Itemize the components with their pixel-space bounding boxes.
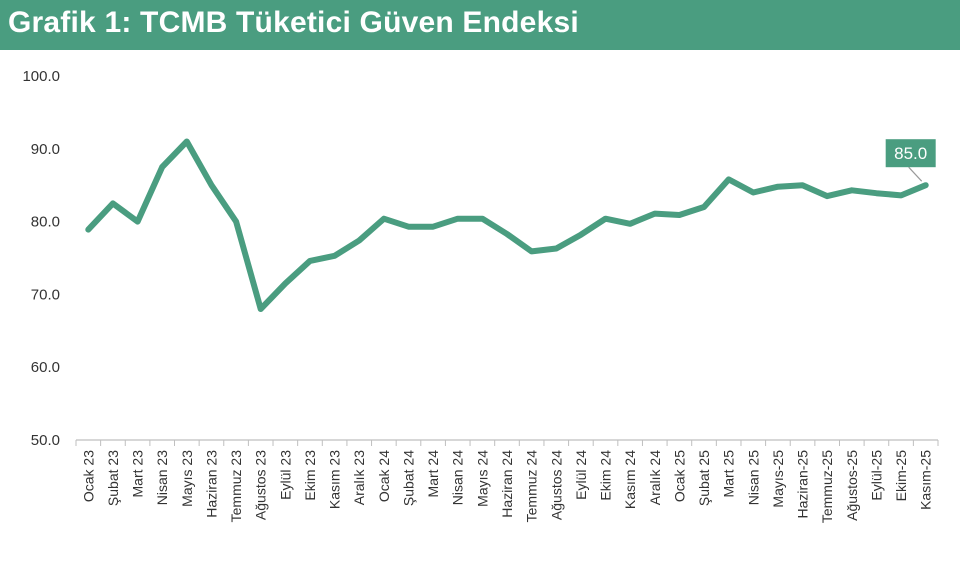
data-point <box>184 139 190 145</box>
data-point <box>775 184 781 190</box>
x-tick-label: Mayıs 24 <box>474 450 490 507</box>
data-point <box>676 212 682 218</box>
data-point <box>701 204 707 210</box>
y-tick-label: 80.0 <box>31 214 60 231</box>
x-tick-label: Ekim-25 <box>893 450 909 502</box>
x-tick-label: Haziran 24 <box>499 450 515 518</box>
data-point <box>627 221 633 227</box>
x-tick-label: Aralık 23 <box>351 450 367 505</box>
data-point <box>578 232 584 238</box>
x-tick-label: Ekim 23 <box>302 450 318 501</box>
x-tick-label: Aralık 24 <box>647 450 663 505</box>
data-point <box>504 231 510 237</box>
data-point <box>479 216 485 222</box>
y-tick-label: 100.0 <box>22 68 60 85</box>
data-point <box>307 258 313 264</box>
x-tick-label: Temmuz-25 <box>819 450 835 523</box>
data-point <box>135 219 141 225</box>
x-tick-label: Ağustos 23 <box>253 450 269 520</box>
data-point <box>381 216 387 222</box>
x-axis-ticks: Ocak 23 Şubat 23 Mart 23 Nisan 23 Mayıs 23 Ha… <box>80 450 933 523</box>
data-point <box>652 211 658 217</box>
x-tick-label: Eylül 24 <box>573 450 589 500</box>
x-tick-label: Mart 24 <box>425 450 441 498</box>
data-point <box>455 216 461 222</box>
series-line <box>85 138 929 312</box>
y-tick-label: 50.0 <box>31 432 60 449</box>
data-point <box>405 224 411 230</box>
data-point <box>553 246 559 252</box>
x-tick-label: Temmuz 24 <box>524 450 540 523</box>
x-tick-label: Kasım 24 <box>622 450 638 509</box>
data-point <box>923 182 929 188</box>
x-tick-label: Ağustos-25 <box>844 450 860 521</box>
x-tick-label: Eylül-25 <box>868 450 884 501</box>
x-tick-label: Eylül 23 <box>277 450 293 500</box>
x-tick-label: Ocak 24 <box>376 450 392 502</box>
title-bar: Grafik 1: TCMB Tüketici Güven Endeksi <box>0 0 960 50</box>
data-point <box>233 219 239 225</box>
x-tick-label: Ocak 25 <box>671 450 687 502</box>
data-point <box>800 182 806 188</box>
y-tick-label: 60.0 <box>31 359 60 376</box>
x-axis <box>75 439 939 446</box>
x-tick-label: Nisan 23 <box>154 450 170 505</box>
data-point <box>824 193 830 199</box>
x-tick-label: Mayıs-25 <box>770 450 786 508</box>
annotation-leader <box>908 166 923 182</box>
data-point <box>332 253 338 259</box>
data-point <box>898 192 904 198</box>
series-group <box>85 138 929 312</box>
data-point <box>258 306 264 312</box>
data-point <box>603 216 609 222</box>
y-tick-label: 70.0 <box>31 286 60 303</box>
y-axis-ticks: 100.0 90.0 80.0 70.0 60.0 50.0 <box>22 68 60 449</box>
data-point <box>282 280 288 286</box>
data-point <box>85 227 91 233</box>
data-point <box>356 238 362 244</box>
y-tick-label: 90.0 <box>31 141 60 158</box>
x-tick-label: Mart 23 <box>130 450 146 498</box>
data-point <box>159 164 165 170</box>
data-point <box>529 248 535 254</box>
x-tick-label: Kasım 23 <box>327 450 343 509</box>
x-tick-label: Ocak 23 <box>80 450 96 502</box>
x-tick-label: Temmuz 23 <box>228 450 244 523</box>
x-tick-label: Şubat 23 <box>105 450 121 506</box>
x-tick-label: Kasım-25 <box>918 450 934 510</box>
x-tick-label: Ağustos 24 <box>548 450 564 520</box>
x-tick-label: Mayıs 23 <box>179 450 195 507</box>
data-point <box>750 189 756 195</box>
x-tick-label: Nisan 25 <box>745 450 761 505</box>
x-tick-label: Şubat 24 <box>400 450 416 506</box>
data-point <box>849 187 855 193</box>
x-tick-label: Haziran-25 <box>795 450 811 519</box>
x-tick-label: Nisan 24 <box>450 450 466 505</box>
data-point <box>873 190 879 196</box>
data-point <box>726 176 732 182</box>
annotation-group: 85.0 <box>885 139 936 182</box>
annotation-box <box>885 139 936 168</box>
annotation-label: 85.0 <box>894 144 927 163</box>
x-tick-label: Ekim 24 <box>598 450 614 501</box>
data-point <box>208 182 214 188</box>
page-title: Grafik 1: TCMB Tüketici Güven Endeksi <box>8 6 579 39</box>
x-tick-label: Haziran 23 <box>203 450 219 518</box>
x-tick-label: Şubat 25 <box>696 450 712 506</box>
data-point <box>430 224 436 230</box>
x-tick-label: Mart 25 <box>721 450 737 498</box>
data-point <box>110 200 116 206</box>
